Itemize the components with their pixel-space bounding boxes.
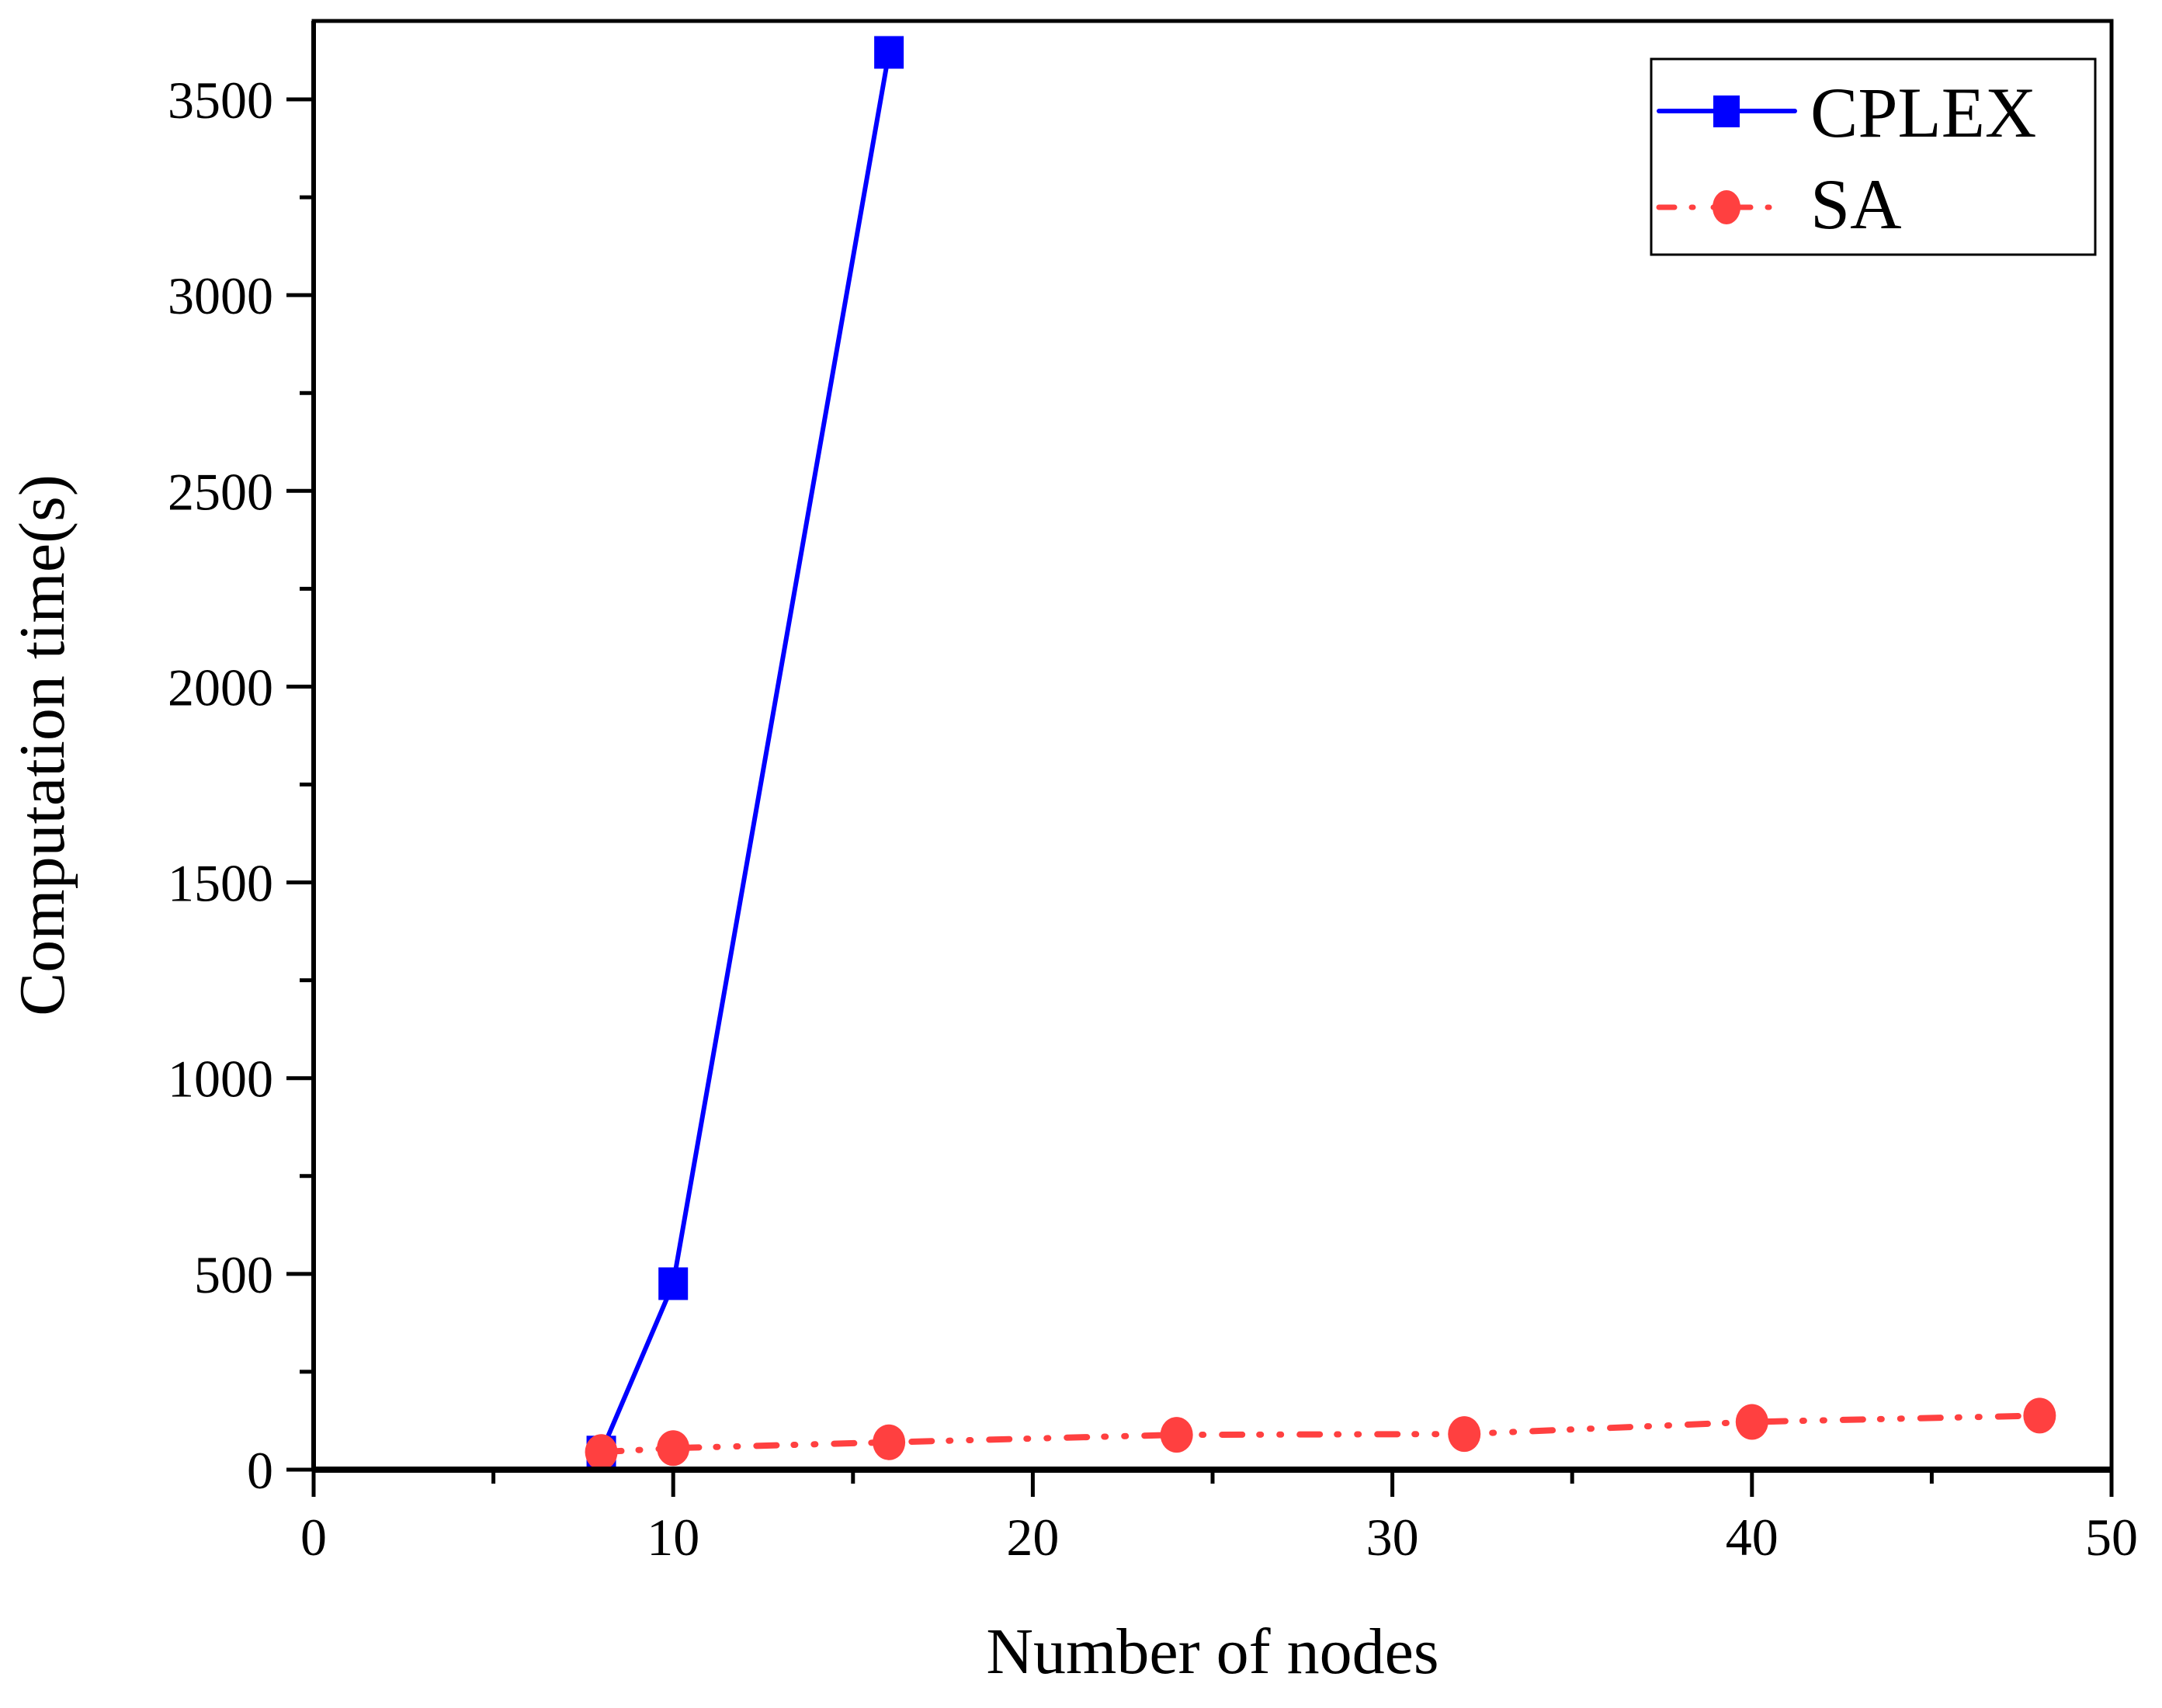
x-tick-label: 50	[2085, 1508, 2138, 1567]
series-sa	[585, 1397, 2056, 1470]
cplex-square-marker-icon	[658, 1267, 689, 1300]
legend-label-sa: SA	[1810, 165, 1902, 244]
sa-line	[598, 1412, 2043, 1456]
x-tick-label: 30	[1366, 1508, 1419, 1567]
y-tick-label: 3000	[168, 266, 273, 325]
x-tick-label: 0	[300, 1508, 327, 1567]
legend-item-cplex: CPLEX	[1657, 73, 2036, 152]
sa-circle-marker-icon	[585, 1434, 618, 1470]
cplex-square-marker-icon	[874, 36, 904, 69]
legend-sa-circle-icon	[1713, 190, 1740, 224]
y-tick-label: 3500	[168, 71, 273, 130]
legend-label-cplex: CPLEX	[1810, 73, 2036, 152]
y-tick-label: 0	[247, 1441, 273, 1500]
legend-item-sa: SA	[1656, 165, 1902, 244]
sa-circle-marker-icon	[657, 1430, 690, 1467]
y-tick-label: 2000	[168, 658, 273, 717]
sa-circle-marker-icon	[1448, 1416, 1481, 1453]
sa-circle-marker-icon	[1735, 1404, 1768, 1440]
sa-circle-marker-icon	[2023, 1397, 2056, 1434]
y-tick-label: 500	[194, 1245, 273, 1304]
series-cplex	[586, 36, 904, 1469]
axes	[286, 19, 2114, 1497]
sa-circle-marker-icon	[873, 1424, 906, 1460]
cplex-line	[599, 50, 892, 1455]
y-tick-label: 1500	[168, 854, 273, 913]
legend-cplex-square-icon	[1713, 95, 1740, 127]
series-layer	[585, 36, 2056, 1470]
x-tick-label: 20	[1006, 1508, 1059, 1567]
y-axis-title: Computation time(s)	[6, 474, 78, 1016]
legend: CPLEX SA	[1650, 57, 2097, 256]
sa-circle-marker-icon	[1160, 1417, 1193, 1453]
x-tick-label: 10	[647, 1508, 699, 1567]
x-axis-title: Number of nodes	[986, 1616, 1438, 1688]
y-tick-label: 2500	[168, 462, 273, 521]
y-tick-label: 1000	[168, 1050, 273, 1109]
x-tick-label: 40	[1726, 1508, 1779, 1567]
